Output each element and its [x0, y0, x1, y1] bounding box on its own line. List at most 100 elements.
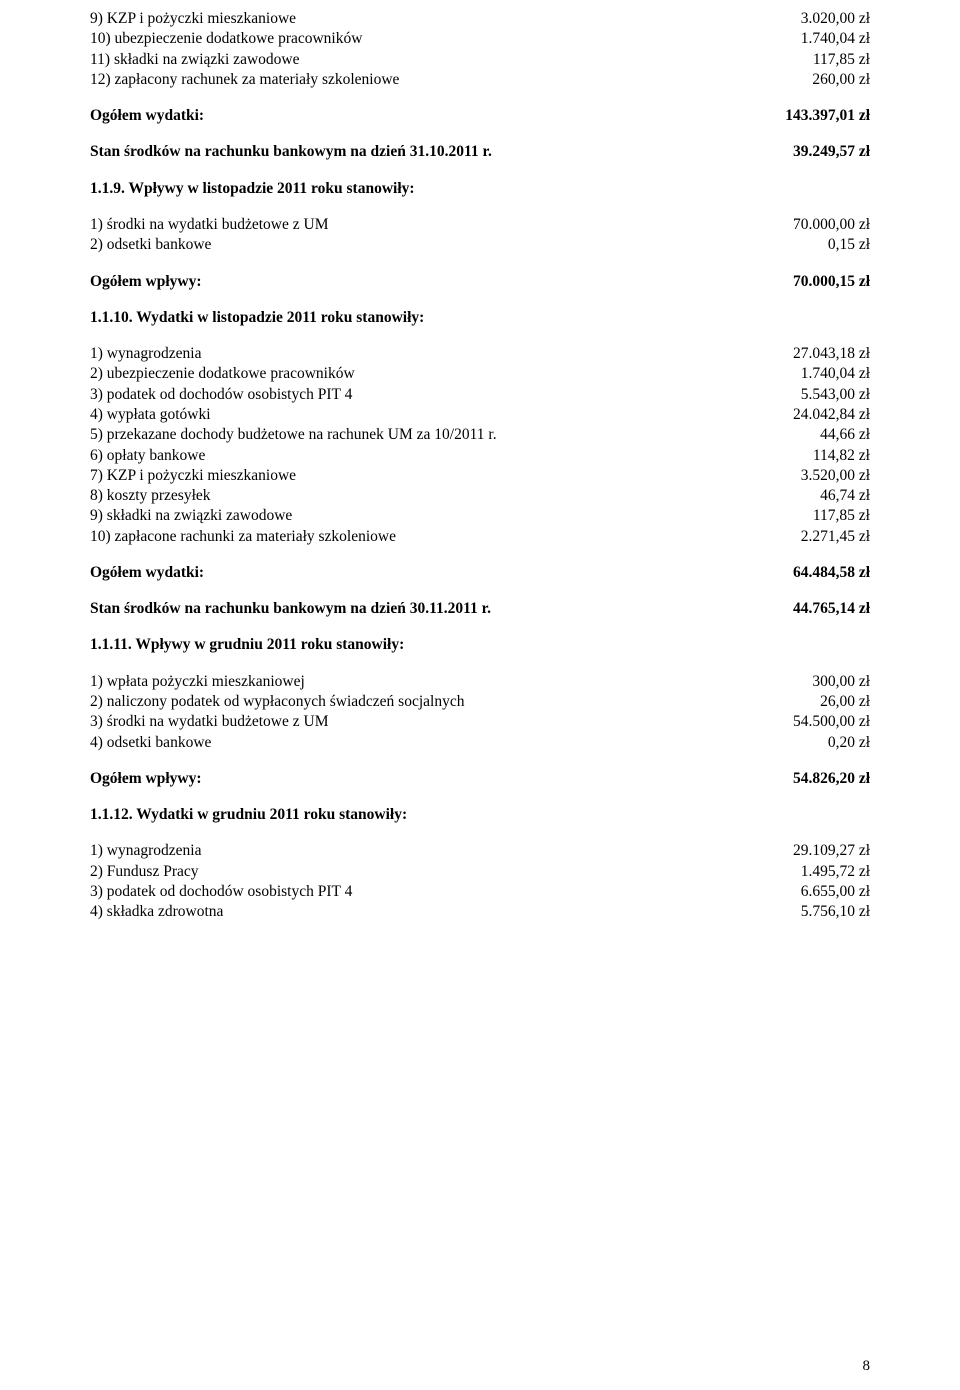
item-value: 29.109,27 zł [773, 842, 870, 860]
list-item: 9) KZP i pożyczki mieszkaniowe 3.020,00 … [90, 10, 870, 28]
total-row: Ogółem wydatki: 143.397,01 zł [90, 107, 870, 125]
item-label: 4) wypłata gotówki [90, 406, 773, 424]
item-label: 9) składki na związki zawodowe [90, 507, 793, 525]
item-value: 46,74 zł [800, 487, 870, 505]
item-label: 5) przekazane dochody budżetowe na rachu… [90, 426, 800, 444]
section-1112-rows: 1) wynagrodzenia 29.109,27 zł 2) Fundusz… [90, 842, 870, 921]
section-heading-1112: 1.1.12. Wydatki w grudniu 2011 roku stan… [90, 806, 870, 824]
item-label: 2) Fundusz Pracy [90, 863, 781, 881]
total-label: Ogółem wpływy: [90, 770, 773, 788]
list-item: 1) środki na wydatki budżetowe z UM 70.0… [90, 216, 870, 234]
list-item: 8) koszty przesyłek 46,74 zł [90, 487, 870, 505]
list-item: 2) Fundusz Pracy 1.495,72 zł [90, 863, 870, 881]
total-value: 64.484,58 zł [773, 564, 870, 582]
section-top-rows: 9) KZP i pożyczki mieszkaniowe 3.020,00 … [90, 10, 870, 89]
section-heading-1111: 1.1.11. Wpływy w grudniu 2011 roku stano… [90, 636, 870, 654]
item-label: 3) podatek od dochodów osobistych PIT 4 [90, 386, 781, 404]
list-item: 1) wpłata pożyczki mieszkaniowej 300,00 … [90, 673, 870, 691]
balance-row: Stan środków na rachunku bankowym na dzi… [90, 600, 870, 618]
total-row: Ogółem wpływy: 70.000,15 zł [90, 273, 870, 291]
item-value: 114,82 zł [793, 447, 870, 465]
item-value: 27.043,18 zł [773, 345, 870, 363]
total-label: Ogółem wydatki: [90, 564, 773, 582]
list-item: 4) wypłata gotówki 24.042,84 zł [90, 406, 870, 424]
item-label: 3) podatek od dochodów osobistych PIT 4 [90, 883, 781, 901]
item-label: 3) środki na wydatki budżetowe z UM [90, 713, 773, 731]
total-value: 70.000,15 zł [773, 273, 870, 291]
section-1111-rows: 1) wpłata pożyczki mieszkaniowej 300,00 … [90, 673, 870, 752]
list-item: 1) wynagrodzenia 27.043,18 zł [90, 345, 870, 363]
item-value: 2.271,45 zł [781, 528, 870, 546]
item-value: 1.740,04 zł [781, 365, 870, 383]
item-label: 1) środki na wydatki budżetowe z UM [90, 216, 773, 234]
item-label: 1) wpłata pożyczki mieszkaniowej [90, 673, 792, 691]
list-item: 10) ubezpieczenie dodatkowe pracowników … [90, 30, 870, 48]
item-value: 1.740,04 zł [781, 30, 870, 48]
total-label: Ogółem wydatki: [90, 107, 765, 125]
item-label: 10) ubezpieczenie dodatkowe pracowników [90, 30, 781, 48]
item-value: 54.500,00 zł [773, 713, 870, 731]
list-item: 4) odsetki bankowe 0,20 zł [90, 734, 870, 752]
section-1110-rows: 1) wynagrodzenia 27.043,18 zł 2) ubezpie… [90, 345, 870, 546]
list-item: 10) zapłacone rachunki za materiały szko… [90, 528, 870, 546]
item-label: 4) odsetki bankowe [90, 734, 808, 752]
section-heading-1110: 1.1.10. Wydatki w listopadzie 2011 roku … [90, 309, 870, 327]
item-value: 6.655,00 zł [781, 883, 870, 901]
item-value: 24.042,84 zł [773, 406, 870, 424]
item-label: 2) ubezpieczenie dodatkowe pracowników [90, 365, 781, 383]
item-value: 0,15 zł [808, 236, 870, 254]
item-value: 44,66 zł [800, 426, 870, 444]
total-label: Ogółem wpływy: [90, 273, 773, 291]
page: 9) KZP i pożyczki mieszkaniowe 3.020,00 … [0, 0, 960, 1390]
balance-value: 44.765,14 zł [773, 600, 870, 618]
balance-value: 39.249,57 zł [773, 143, 870, 161]
section-119-rows: 1) środki na wydatki budżetowe z UM 70.0… [90, 216, 870, 255]
list-item: 3) środki na wydatki budżetowe z UM 54.5… [90, 713, 870, 731]
item-value: 1.495,72 zł [781, 863, 870, 881]
item-value: 70.000,00 zł [773, 216, 870, 234]
item-label: 11) składki na związki zawodowe [90, 51, 793, 69]
item-label: 6) opłaty bankowe [90, 447, 793, 465]
item-label: 2) naliczony podatek od wypłaconych świa… [90, 693, 800, 711]
page-number: 8 [863, 1358, 871, 1376]
list-item: 2) odsetki bankowe 0,15 zł [90, 236, 870, 254]
list-item: 11) składki na związki zawodowe 117,85 z… [90, 51, 870, 69]
balance-label: Stan środków na rachunku bankowym na dzi… [90, 143, 773, 161]
item-label: 1) wynagrodzenia [90, 345, 773, 363]
item-label: 4) składka zdrowotna [90, 903, 781, 921]
item-value: 3.520,00 zł [781, 467, 870, 485]
total-value: 54.826,20 zł [773, 770, 870, 788]
section-heading-119: 1.1.9. Wpływy w listopadzie 2011 roku st… [90, 180, 870, 198]
list-item: 1) wynagrodzenia 29.109,27 zł [90, 842, 870, 860]
item-value: 300,00 zł [792, 673, 870, 691]
item-label: 12) zapłacony rachunek za materiały szko… [90, 71, 792, 89]
balance-row: Stan środków na rachunku bankowym na dzi… [90, 143, 870, 161]
list-item: 9) składki na związki zawodowe 117,85 zł [90, 507, 870, 525]
total-value: 143.397,01 zł [765, 107, 870, 125]
item-value: 260,00 zł [792, 71, 870, 89]
balance-label: Stan środków na rachunku bankowym na dzi… [90, 600, 773, 618]
list-item: 3) podatek od dochodów osobistych PIT 4 … [90, 386, 870, 404]
item-value: 0,20 zł [808, 734, 870, 752]
item-label: 10) zapłacone rachunki za materiały szko… [90, 528, 781, 546]
item-value: 117,85 zł [793, 51, 870, 69]
item-value: 5.756,10 zł [781, 903, 870, 921]
list-item: 4) składka zdrowotna 5.756,10 zł [90, 903, 870, 921]
total-row: Ogółem wpływy: 54.826,20 zł [90, 770, 870, 788]
list-item: 3) podatek od dochodów osobistych PIT 4 … [90, 883, 870, 901]
list-item: 6) opłaty bankowe 114,82 zł [90, 447, 870, 465]
item-value: 3.020,00 zł [781, 10, 870, 28]
list-item: 2) naliczony podatek od wypłaconych świa… [90, 693, 870, 711]
item-value: 26,00 zł [800, 693, 870, 711]
item-label: 2) odsetki bankowe [90, 236, 808, 254]
item-label: 8) koszty przesyłek [90, 487, 800, 505]
list-item: 5) przekazane dochody budżetowe na rachu… [90, 426, 870, 444]
item-label: 1) wynagrodzenia [90, 842, 773, 860]
item-label: 9) KZP i pożyczki mieszkaniowe [90, 10, 781, 28]
list-item: 7) KZP i pożyczki mieszkaniowe 3.520,00 … [90, 467, 870, 485]
item-value: 5.543,00 zł [781, 386, 870, 404]
list-item: 2) ubezpieczenie dodatkowe pracowników 1… [90, 365, 870, 383]
item-value: 117,85 zł [793, 507, 870, 525]
item-label: 7) KZP i pożyczki mieszkaniowe [90, 467, 781, 485]
list-item: 12) zapłacony rachunek za materiały szko… [90, 71, 870, 89]
